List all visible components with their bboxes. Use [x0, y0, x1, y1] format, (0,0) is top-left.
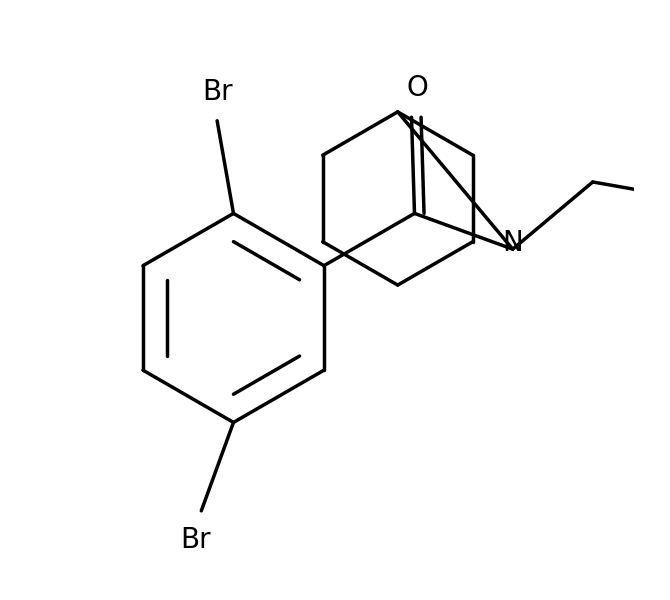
- Text: Br: Br: [202, 78, 232, 106]
- Text: N: N: [502, 229, 523, 257]
- Text: Br: Br: [180, 526, 210, 554]
- Text: O: O: [407, 74, 428, 103]
